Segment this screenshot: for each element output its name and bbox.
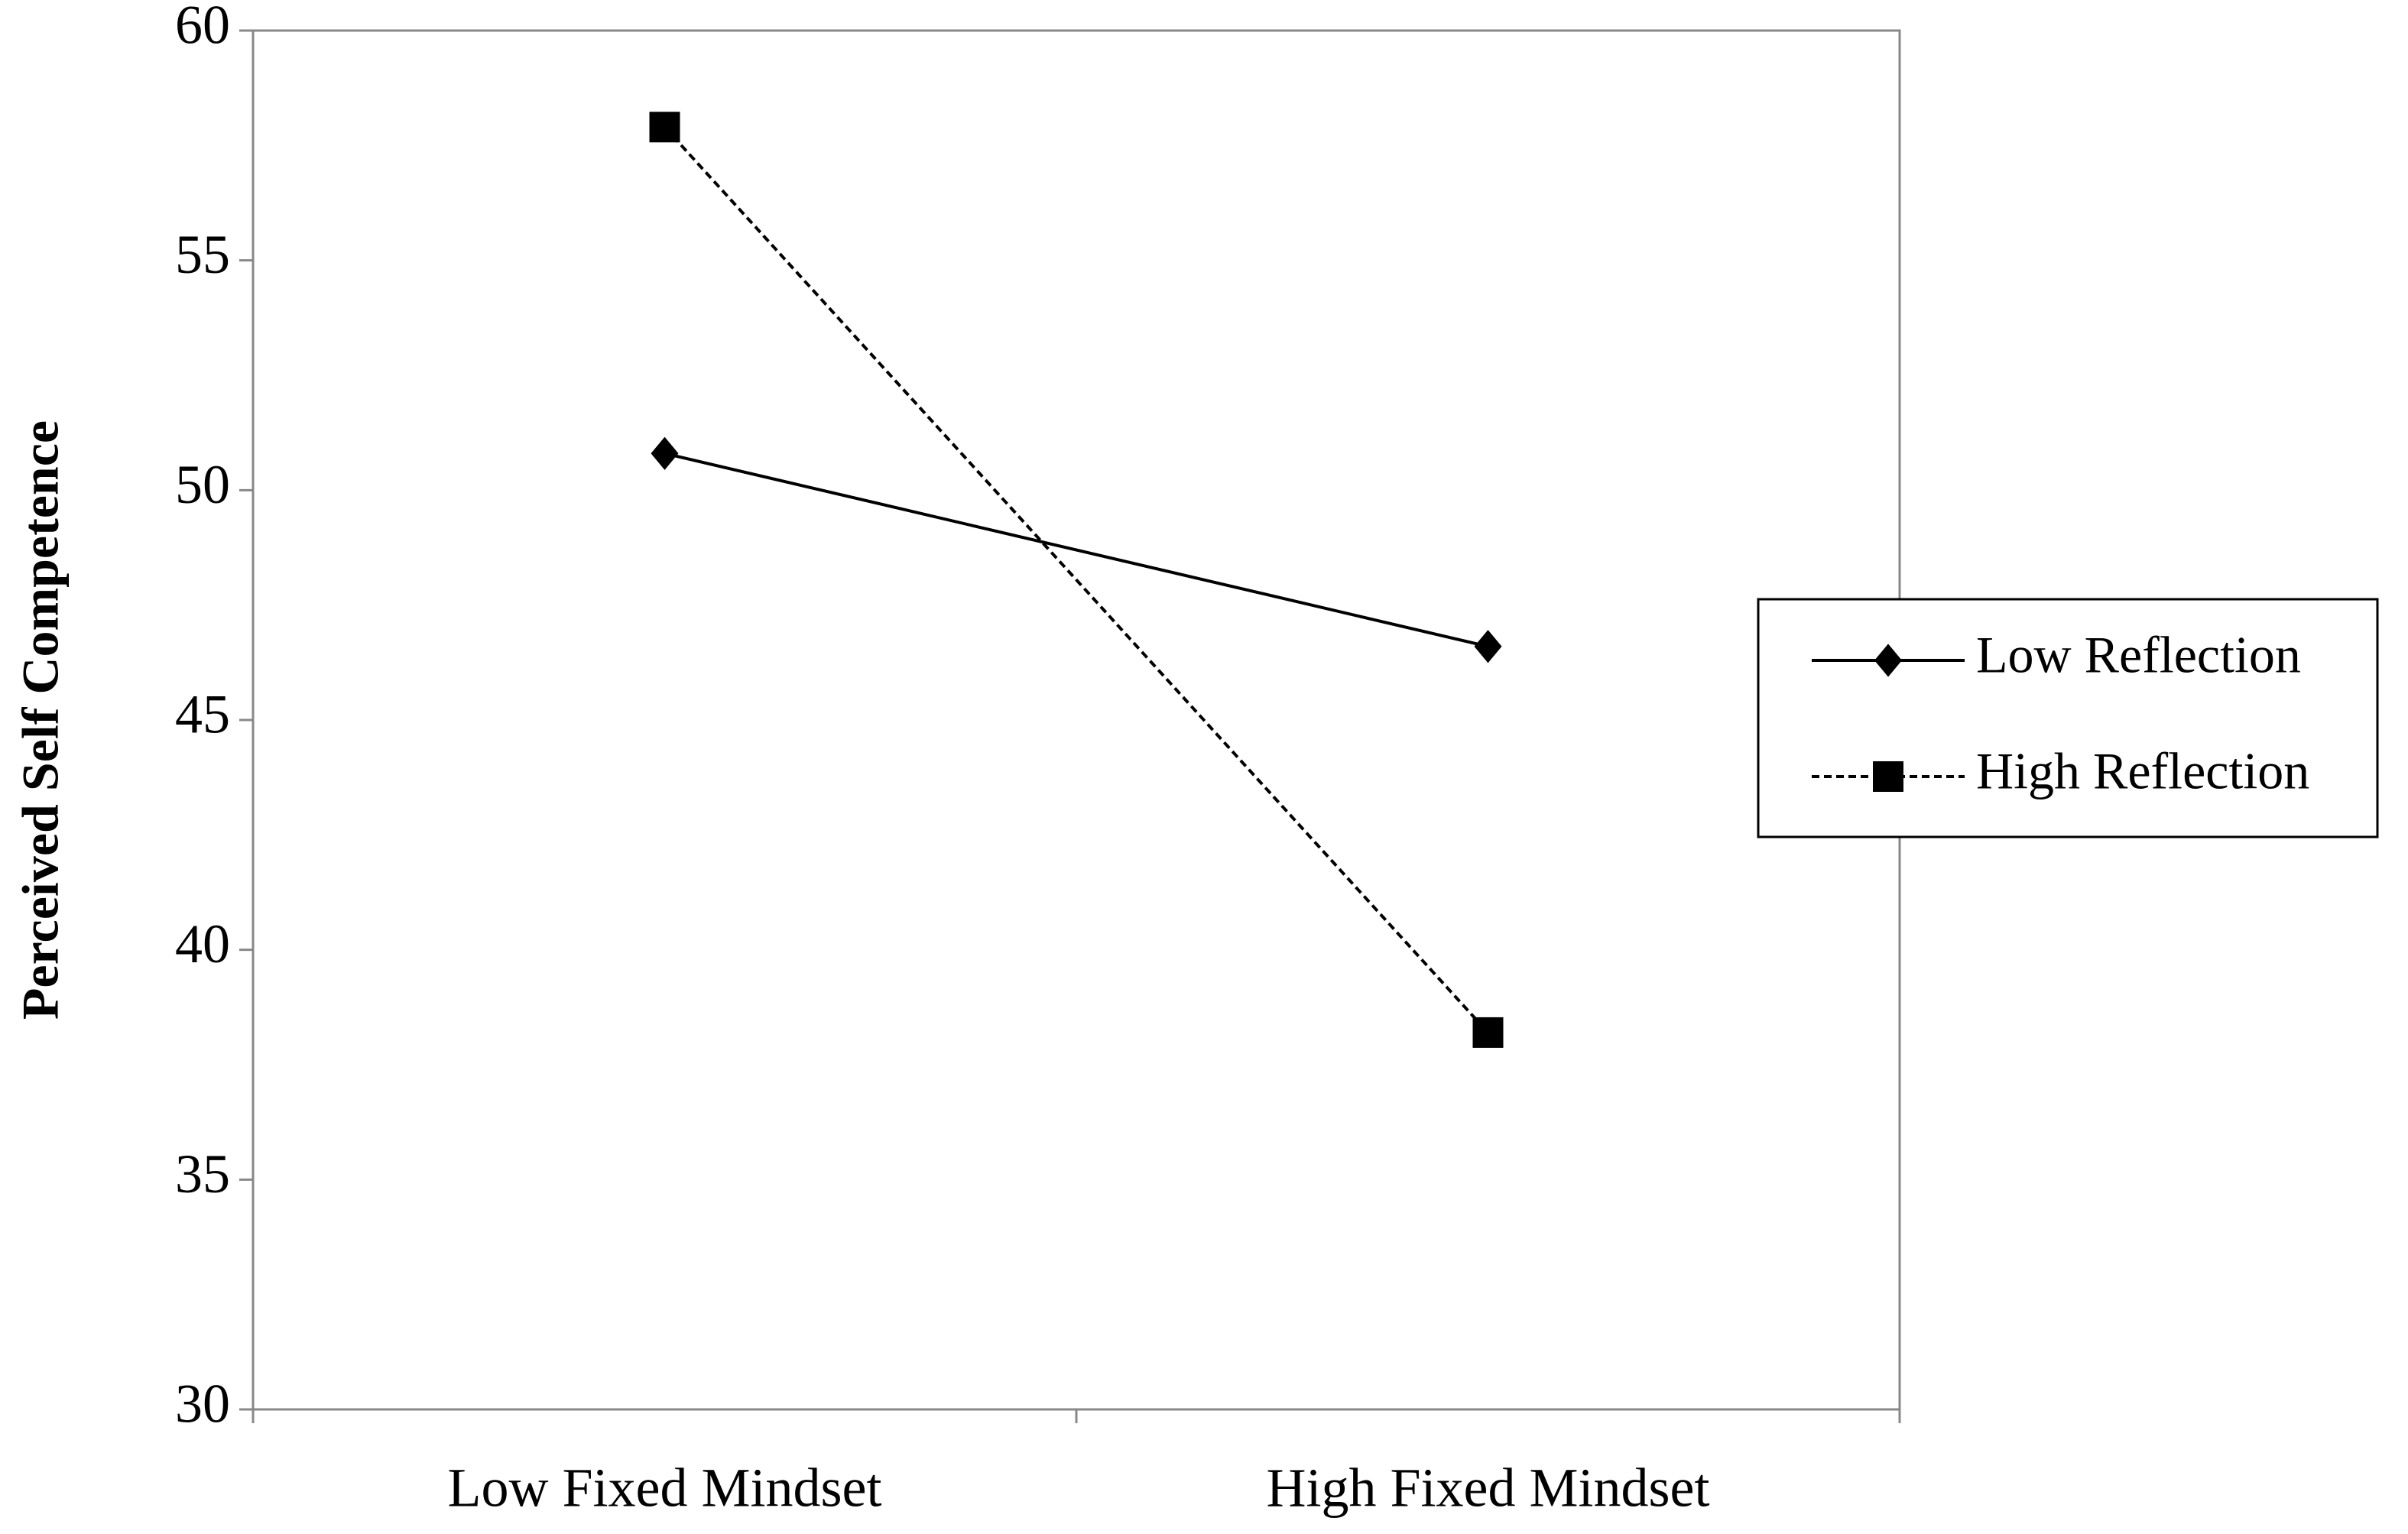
y-tick-label: 30 <box>175 1373 230 1435</box>
legend-label: Low Reflection <box>1976 626 2301 684</box>
y-tick-label: 55 <box>175 224 230 285</box>
legend-box <box>1757 598 2379 838</box>
legend-marker <box>1874 644 1902 677</box>
legend-marker <box>1873 761 1903 792</box>
legend-label: High Reflection <box>1976 742 2309 800</box>
data-point <box>1474 630 1502 663</box>
x-tick-label: High Fixed Mindset <box>1266 1458 1709 1519</box>
y-tick-label: 45 <box>175 684 230 745</box>
series-line <box>664 125 1489 1034</box>
data-point <box>651 436 679 470</box>
x-tick-label: Low Fixed Mindset <box>448 1458 882 1519</box>
y-tick-label: 40 <box>175 913 230 975</box>
y-tick-label: 50 <box>175 454 230 515</box>
data-point <box>1472 1017 1504 1048</box>
y-tick-label: 60 <box>175 0 230 56</box>
y-axis-label: Perceived Self Competence <box>11 420 70 1020</box>
y-tick-label: 35 <box>175 1143 230 1205</box>
plot-frame <box>252 29 1901 1411</box>
data-point <box>649 112 680 143</box>
series-line <box>664 452 1488 648</box>
